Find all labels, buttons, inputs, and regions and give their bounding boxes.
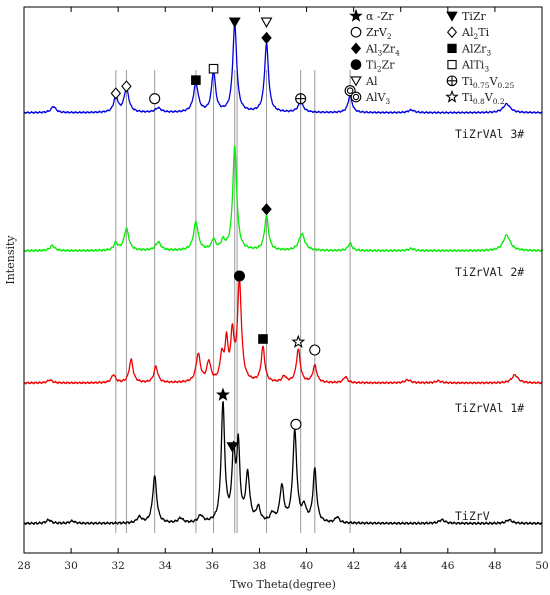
x-tick-label: 40 xyxy=(300,560,313,572)
legend-item: ZrV2 xyxy=(350,26,392,41)
legend-label: Ti2Zr xyxy=(366,59,395,74)
legend-symbol-circle-plus xyxy=(446,75,458,87)
series-label: TiZrVAl 3# xyxy=(455,127,524,141)
legend-symbol-square-filled xyxy=(447,43,457,54)
x-tick-label: 42 xyxy=(347,560,360,572)
peak-marker-square-open xyxy=(208,63,219,74)
peak-marker-square-filled xyxy=(258,334,268,344)
legend-item: Al2Ti xyxy=(446,26,490,41)
plot-frame xyxy=(23,6,543,554)
legend-item: Ti0.8V0.2 xyxy=(445,89,505,106)
peak-marker-circle-open xyxy=(309,344,321,356)
y-axis-title: Intensity xyxy=(4,235,17,285)
legend-symbol-circle-open xyxy=(350,26,362,38)
x-tick-label: 28 xyxy=(17,560,30,572)
legend-symbol-double-circle xyxy=(350,91,362,103)
x-tick-label: 48 xyxy=(488,560,501,572)
legend-item: α -Zr xyxy=(349,8,394,23)
series-line xyxy=(23,145,543,253)
peak-marker-triangle-down-filled xyxy=(228,17,241,28)
legend-label: AlTi3 xyxy=(461,59,489,74)
peak-marker-star-filled xyxy=(215,387,230,401)
peak-marker-circle-filled xyxy=(233,270,245,282)
series-label: TiZrVAl 2# xyxy=(455,265,524,279)
x-tick-label: 30 xyxy=(64,560,77,572)
series-curves xyxy=(23,23,543,526)
legend-label: ZrV2 xyxy=(366,26,392,41)
x-tick-label: 32 xyxy=(111,560,124,572)
legend-symbol-diamond-open xyxy=(446,26,458,39)
x-tick-label: 50 xyxy=(535,560,548,572)
legend-label: Ti0.75V0.25 xyxy=(462,75,514,90)
legend-label: Al2Ti xyxy=(461,26,490,41)
peak-marker-diamond-open xyxy=(110,87,122,100)
peak-marker-circle-open xyxy=(290,418,302,430)
legend-symbol-circle-filled xyxy=(350,59,362,70)
series-label: TiZrVAl 1# xyxy=(455,401,524,415)
x-tick-label: 36 xyxy=(206,560,220,572)
legend-label: α -Zr xyxy=(366,10,394,23)
legend-label: AlV3 xyxy=(365,91,390,106)
legend-symbol-triangle-down-open xyxy=(350,76,362,87)
series-line xyxy=(23,277,543,385)
series-label: TiZrV xyxy=(455,509,490,523)
peak-marker-circle-open xyxy=(149,93,161,105)
peak-marker-triangle-down-open xyxy=(260,17,273,28)
legend-label: Ti0.8V0.2 xyxy=(462,91,505,106)
legend-symbol-star-filled xyxy=(349,8,363,22)
peak-marker-circle-plus xyxy=(295,93,307,105)
legend-item: TiZr xyxy=(446,10,486,23)
legend-item: AlZr3 xyxy=(447,42,491,57)
peak-marker-diamond-filled xyxy=(261,31,272,45)
series-line xyxy=(23,401,543,526)
legend-label: TiZr xyxy=(462,10,486,23)
legend-item: Ti0.75V0.25 xyxy=(446,75,514,90)
sample-labels: TiZrVAl 3# TiZrVAl 2# TiZrVAl 1# TiZrV xyxy=(455,127,524,523)
x-tick-label: 46 xyxy=(441,560,455,572)
x-tick-label: 34 xyxy=(159,560,173,572)
peak-marker-square-filled xyxy=(191,75,201,85)
legend-label: AlZr3 xyxy=(461,42,491,57)
x-axis-title: Two Theta(degree) xyxy=(230,578,336,591)
legend-item: AlV3 xyxy=(350,91,390,106)
series-line xyxy=(23,23,543,115)
legend-symbol-diamond-filled xyxy=(350,42,362,55)
legend-item: Al xyxy=(350,75,378,88)
peak-marker-diamond-open xyxy=(121,80,132,93)
plot-area-border xyxy=(23,6,543,554)
legend-item: Ti2Zr xyxy=(350,59,395,74)
peak-marker-diamond-filled xyxy=(261,203,272,216)
legend-item: Al3Zr4 xyxy=(350,42,400,57)
legend-label: Al3Zr4 xyxy=(365,42,400,57)
x-tick-label: 44 xyxy=(394,560,408,572)
legend-symbol-star-open xyxy=(445,89,459,103)
legend-symbol-triangle-down-filled xyxy=(446,11,458,22)
x-axis: 28 30 32 34 36 38 40 42 44 46 48 50 xyxy=(17,7,549,572)
peak-marker-triangle-down-filled xyxy=(226,442,239,453)
legend-item: AlTi3 xyxy=(447,59,489,74)
legend-symbol-square-open xyxy=(447,59,457,70)
legend: α -Zr TiZr ZrV2 Al2Ti Al3Zr4 AlZr3 Ti2Zr AlTi3 A… xyxy=(349,8,514,106)
peak-markers xyxy=(110,17,356,453)
legend-label: Al xyxy=(365,75,378,88)
peak-marker-star-open xyxy=(291,334,306,348)
x-tick-label: 38 xyxy=(253,560,266,572)
